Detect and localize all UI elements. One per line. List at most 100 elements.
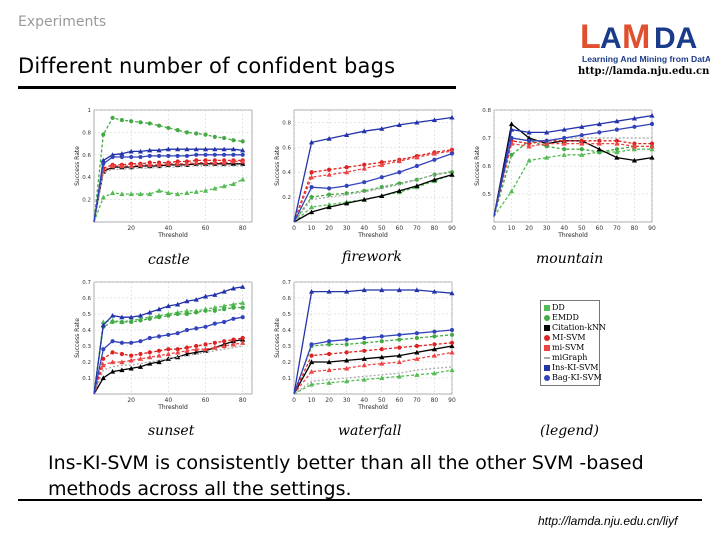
data-point-emdd: [175, 311, 180, 317]
data-point-emdd: [166, 125, 171, 131]
y-tick-label: 0.2: [82, 198, 91, 204]
y-tick-label: 0.3: [282, 344, 291, 350]
caption-mountain: mountain: [536, 251, 604, 267]
data-point-dd: [240, 300, 246, 305]
data-point-ins-ki-svm: [579, 124, 585, 129]
data-point-ins-ki-svm: [119, 314, 125, 320]
data-point-bag-ki-svm: [175, 153, 180, 159]
data-point-bag-ki-svm: [327, 339, 332, 344]
data-point-mi-svm: [193, 160, 199, 165]
plot-frame: [93, 281, 253, 395]
x-tick-label: 0: [292, 397, 296, 404]
y-tick-label: 0.8: [82, 130, 91, 136]
y-tick-label: 0.6: [282, 296, 291, 302]
data-point-ins-ki-svm: [212, 146, 218, 152]
series-line-ins-ki-svm: [293, 116, 453, 223]
data-point-ins-ki-svm: [614, 118, 620, 124]
data-point-dd: [100, 319, 106, 325]
data-point-citation-knn: [361, 197, 367, 202]
series-line-bag-ki-svm: [293, 329, 453, 395]
data-point-mi-svm: [327, 351, 332, 357]
svg-text:DA: DA: [654, 22, 697, 55]
data-point-ins-ki-svm: [308, 139, 315, 145]
series-line-emdd: [493, 140, 652, 217]
data-point-ins-ki-svm: [156, 306, 162, 312]
data-point-mi-svm: [212, 345, 218, 350]
plot-sunset: 0.1 0.2 0.3 0.4 0.5 0.6 0.7 20 40 60 80 Threshold Su…: [74, 280, 253, 411]
data-point-mi-svm: [240, 158, 246, 164]
x-tick-label: 40: [560, 225, 568, 232]
data-point-ins-ki-svm: [414, 287, 420, 293]
data-point-dd: [184, 190, 190, 195]
data-point-emdd: [432, 334, 437, 339]
y-tick-label: 0.1: [282, 376, 291, 382]
data-point-dd: [212, 305, 218, 310]
data-point-bag-ki-svm: [110, 339, 115, 344]
data-point-citation-knn: [147, 361, 153, 366]
series-line-migraph: [93, 165, 243, 223]
legend-label: DD: [552, 303, 565, 312]
data-point-mi-svm: [649, 143, 655, 149]
data-point-mi-svm: [431, 150, 438, 156]
data-point-mi-svm: [309, 353, 314, 358]
x-axis-label: Threshold: [357, 232, 388, 239]
data-point-citation-knn: [526, 135, 532, 141]
data-point-emdd: [101, 132, 106, 137]
data-point-mi-svm: [344, 350, 349, 355]
data-point-dd: [184, 308, 190, 313]
plot-frame: [493, 109, 653, 223]
legend-item-mi-svm: MI-SVM: [544, 333, 586, 343]
data-point-dd: [308, 381, 315, 387]
data-point-bag-ki-svm: [101, 161, 106, 166]
data-point-dd: [230, 301, 237, 307]
data-point-emdd: [614, 147, 619, 152]
legend-marker: [544, 375, 550, 381]
data-point-mi-svm: [414, 343, 419, 349]
data-point-ins-ki-svm: [128, 148, 134, 154]
x-tick-label: 60: [202, 397, 210, 404]
data-point-bag-ki-svm: [166, 153, 171, 159]
data-point-dd: [147, 191, 153, 197]
data-point-mi-svm: [212, 160, 218, 165]
data-point-ins-ki-svm: [344, 289, 350, 294]
y-tick-label: 0.5: [82, 312, 91, 318]
svg-text:A: A: [600, 22, 622, 55]
data-point-ins-ki-svm: [184, 298, 190, 304]
y-tick-label: 0.7: [282, 280, 291, 286]
x-tick-label: 10: [508, 225, 516, 232]
y-tick-label: 0.4: [82, 175, 91, 181]
data-point-emdd: [203, 132, 208, 137]
legend-marker: [544, 325, 550, 331]
data-point-bag-ki-svm: [362, 180, 367, 185]
data-point-mi-svm: [597, 138, 602, 143]
data-point-dd: [361, 377, 367, 382]
data-point-mi-svm: [344, 365, 350, 371]
data-point-bag-ki-svm: [110, 154, 115, 160]
data-point-mi-svm: [184, 345, 190, 350]
data-point-emdd: [231, 305, 236, 310]
data-point-dd: [449, 367, 455, 373]
data-point-emdd: [414, 335, 419, 341]
x-tick-label: 60: [202, 225, 210, 232]
x-tick-label: 70: [413, 397, 421, 404]
data-point-dd: [414, 372, 420, 377]
data-point-bag-ki-svm: [414, 331, 419, 336]
x-tick-label: 80: [431, 225, 439, 232]
y-tick-label: 0.5: [482, 192, 491, 198]
data-point-emdd: [362, 340, 367, 345]
data-point-ins-ki-svm: [414, 119, 420, 125]
series-line-migraph: [293, 170, 453, 223]
x-axis-label: Threshold: [157, 404, 188, 411]
data-point-mi-svm: [397, 345, 402, 350]
data-point-dd: [544, 155, 550, 160]
x-tick-label: 80: [239, 397, 247, 404]
caption-legend: (legend): [540, 423, 599, 439]
data-point-dd: [508, 188, 515, 194]
data-point-ins-ki-svm: [596, 121, 602, 127]
data-point-citation-knn: [414, 349, 420, 355]
svg-text:Learning And Mining from DatA: Learning And Mining from DatA: [582, 54, 710, 64]
x-tick-label: 70: [413, 225, 421, 232]
data-point-ins-ki-svm: [361, 287, 367, 293]
data-point-bag-ki-svm: [129, 154, 134, 160]
data-point-bag-ki-svm: [119, 154, 124, 160]
